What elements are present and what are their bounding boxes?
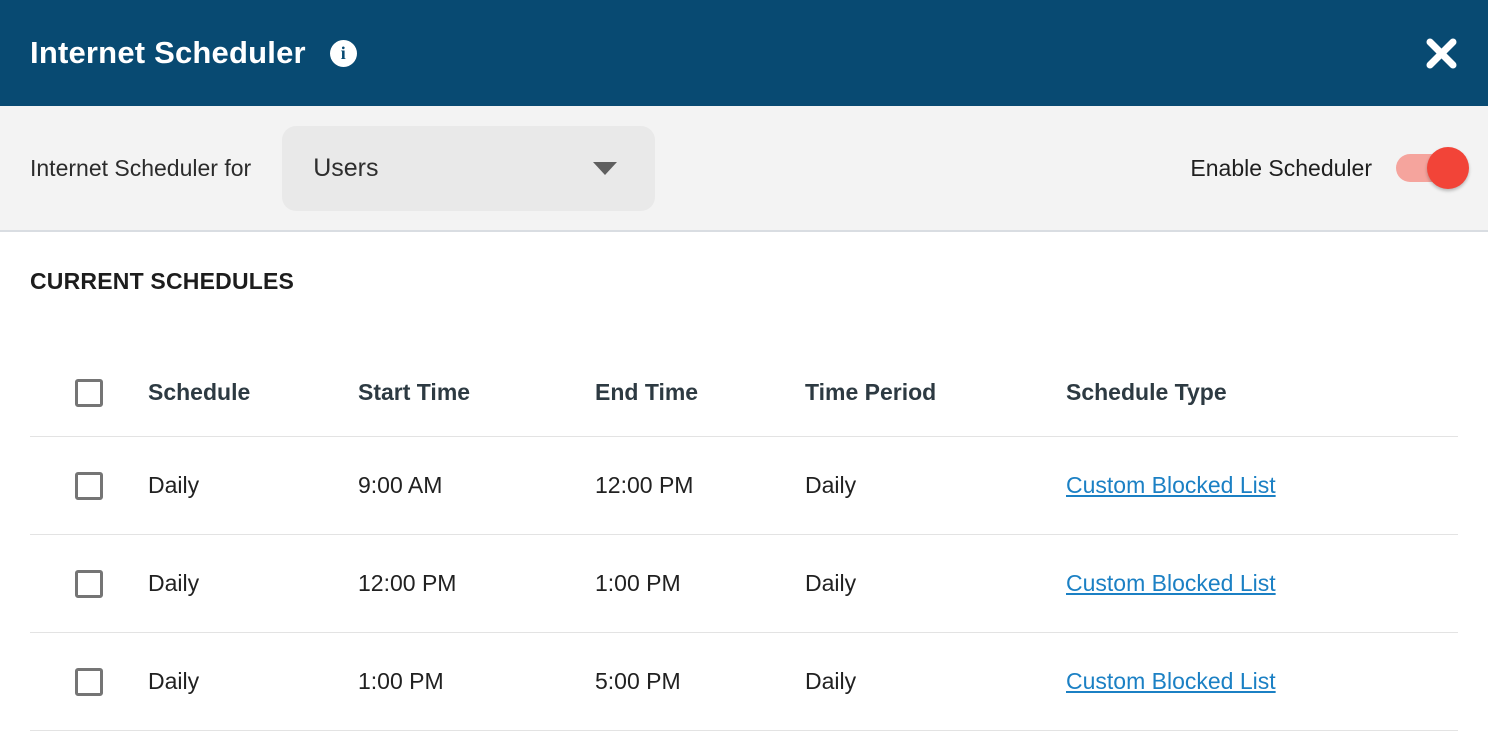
cell-end-time: 5:00 PM — [595, 668, 681, 694]
toggle-knob — [1427, 147, 1469, 189]
column-header-schedule-type: Schedule Type — [1066, 379, 1227, 405]
cell-start-time: 12:00 PM — [358, 570, 457, 596]
cell-time-period: Daily — [805, 472, 857, 498]
page-title: Internet Scheduler — [30, 35, 306, 70]
row-checkbox[interactable] — [75, 667, 103, 696]
column-header-end-time: End Time — [595, 379, 699, 405]
cell-time-period: Daily — [805, 668, 857, 694]
cell-end-time: 12:00 PM — [595, 472, 694, 498]
enable-scheduler-toggle[interactable] — [1396, 147, 1469, 189]
close-icon — [1426, 38, 1457, 68]
enable-scheduler-group: Enable Scheduler — [1190, 147, 1469, 189]
schedule-type-link[interactable]: Custom Blocked List — [1066, 472, 1276, 498]
row-checkbox[interactable] — [75, 471, 103, 500]
dropdown-selected-value: Users — [313, 153, 379, 182]
close-button[interactable] — [1425, 37, 1458, 70]
filter-bar: Internet Scheduler for Users Enable Sche… — [0, 106, 1488, 232]
chevron-down-icon — [593, 161, 618, 175]
table-row: Daily 12:00 PM 1:00 PM Daily Custom Bloc… — [30, 535, 1458, 633]
cell-time-period: Daily — [805, 570, 857, 596]
schedule-type-link[interactable]: Custom Blocked List — [1066, 668, 1276, 694]
scheduler-for-dropdown[interactable]: Users — [282, 125, 656, 211]
row-checkbox[interactable] — [75, 569, 103, 598]
cell-end-time: 1:00 PM — [595, 570, 681, 596]
table-row: Daily 9:00 AM 12:00 PM Daily Custom Bloc… — [30, 437, 1458, 535]
info-icon[interactable]: i — [329, 39, 357, 67]
column-header-start-time: Start Time — [358, 379, 471, 405]
cell-schedule: Daily — [148, 570, 200, 596]
table-row: Daily 1:00 PM 5:00 PM Daily Custom Block… — [30, 633, 1458, 731]
column-header-time-period: Time Period — [805, 379, 937, 405]
section-title: CURRENT SCHEDULES — [30, 268, 295, 294]
cell-start-time: 9:00 AM — [358, 472, 443, 498]
select-all-checkbox[interactable] — [75, 378, 103, 407]
enable-scheduler-label: Enable Scheduler — [1190, 154, 1372, 181]
column-header-schedule: Schedule — [148, 379, 251, 405]
dialog-header: Internet Scheduler i — [0, 0, 1488, 106]
cell-schedule: Daily — [148, 668, 200, 694]
content-area: CURRENT SCHEDULES Schedule Start Time En… — [0, 232, 1488, 731]
scheduler-for-label: Internet Scheduler for — [30, 154, 252, 181]
schedule-type-link[interactable]: Custom Blocked List — [1066, 570, 1276, 596]
table-header-row: Schedule Start Time End Time Time Period… — [30, 349, 1458, 437]
schedules-table: Schedule Start Time End Time Time Period… — [30, 349, 1458, 731]
cell-schedule: Daily — [148, 472, 200, 498]
cell-start-time: 1:00 PM — [358, 668, 444, 694]
